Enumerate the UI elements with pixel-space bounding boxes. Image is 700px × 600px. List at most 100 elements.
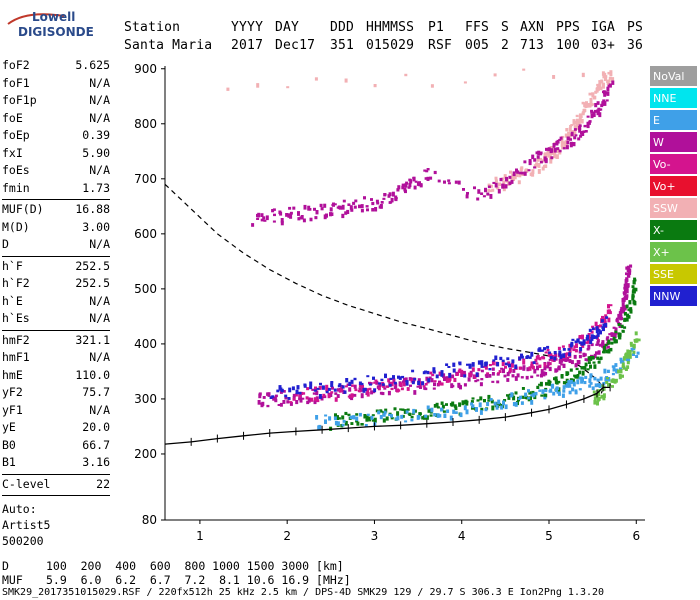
header-value: Dec17 — [275, 38, 316, 53]
data-point — [568, 352, 572, 357]
param-name: hmF1 — [2, 350, 30, 364]
data-point — [598, 82, 602, 85]
data-point — [339, 206, 342, 210]
data-point — [362, 387, 366, 393]
data-point — [452, 362, 456, 367]
data-point — [285, 213, 289, 217]
data-point — [619, 309, 623, 313]
data-point — [626, 361, 630, 365]
legend-label: X+ — [653, 246, 670, 259]
header-label: PS — [627, 20, 644, 35]
data-point — [576, 374, 580, 379]
param-value: 16.88 — [75, 202, 110, 216]
data-point — [427, 378, 431, 383]
data-point — [554, 353, 558, 358]
data-point — [505, 176, 508, 182]
data-point — [614, 330, 618, 334]
data-point — [614, 363, 618, 367]
data-point — [349, 205, 353, 210]
data-point — [355, 416, 359, 421]
data-point — [502, 180, 506, 186]
data-point — [583, 381, 587, 385]
data-point — [447, 179, 451, 182]
data-point — [463, 383, 467, 387]
data-point — [597, 85, 600, 89]
data-point — [338, 383, 342, 387]
data-point — [533, 368, 537, 374]
data-point — [418, 412, 422, 415]
data-point — [621, 374, 624, 378]
data-point — [483, 399, 486, 403]
data-point — [319, 203, 323, 208]
data-point — [508, 367, 512, 373]
data-point — [366, 208, 369, 212]
param-value: 252.5 — [75, 276, 110, 290]
param-value: 22 — [96, 476, 110, 491]
data-point — [441, 404, 445, 409]
data-point — [555, 382, 559, 385]
data-point — [632, 343, 636, 349]
data-point — [597, 108, 601, 111]
data-point — [520, 171, 524, 175]
data-point — [387, 390, 391, 396]
data-point — [574, 363, 578, 366]
data-point — [477, 189, 481, 194]
data-point — [596, 332, 600, 337]
data-point — [368, 381, 371, 385]
data-point — [504, 184, 508, 189]
data-point — [402, 382, 406, 387]
data-point — [426, 176, 430, 181]
data-point — [363, 414, 367, 419]
data-point — [552, 143, 556, 148]
header-label: Station — [124, 20, 181, 35]
data-point — [431, 373, 435, 377]
param-row: foEp 0.39 — [2, 128, 110, 146]
data-point — [488, 374, 492, 378]
data-point — [310, 397, 314, 402]
data-point — [396, 188, 400, 192]
data-point — [503, 374, 507, 378]
data-point — [491, 372, 495, 376]
data-point — [338, 389, 342, 393]
data-point — [458, 402, 462, 407]
data-point — [591, 386, 595, 391]
data-point — [320, 207, 324, 211]
data-point — [578, 354, 582, 359]
data-point — [514, 391, 518, 395]
data-point — [621, 359, 625, 364]
data-point — [538, 383, 542, 386]
data-point — [341, 423, 345, 427]
legend-label: NoVal — [653, 70, 684, 83]
data-point — [560, 142, 564, 148]
data-point — [602, 345, 606, 351]
auto-name: Artist5 — [2, 518, 51, 532]
data-point — [556, 387, 560, 391]
param-name: foF1p — [2, 93, 37, 107]
data-point — [421, 416, 425, 420]
data-point — [614, 339, 618, 344]
data-point — [533, 164, 537, 169]
data-point — [607, 349, 611, 354]
data-point — [623, 326, 627, 329]
muf-row: MUF 5.9 6.0 6.2 6.7 7.2 8.1 10.6 16.9 [MH… — [2, 573, 351, 587]
data-point — [578, 335, 582, 339]
data-point — [400, 414, 404, 419]
data-point — [549, 388, 553, 393]
data-point — [280, 221, 284, 226]
data-point — [419, 183, 423, 186]
data-point — [586, 339, 590, 344]
data-point — [334, 413, 337, 417]
data-point — [430, 84, 434, 88]
data-point — [522, 367, 526, 371]
data-point — [376, 201, 380, 205]
data-point — [390, 417, 394, 420]
data-point — [482, 195, 486, 198]
data-point — [387, 378, 391, 383]
data-point — [568, 390, 572, 395]
auto-version: 500200 — [2, 534, 44, 548]
data-point — [330, 391, 334, 394]
data-point — [260, 213, 264, 217]
data-point — [397, 389, 401, 392]
data-point — [635, 355, 639, 358]
data-point — [517, 180, 521, 185]
